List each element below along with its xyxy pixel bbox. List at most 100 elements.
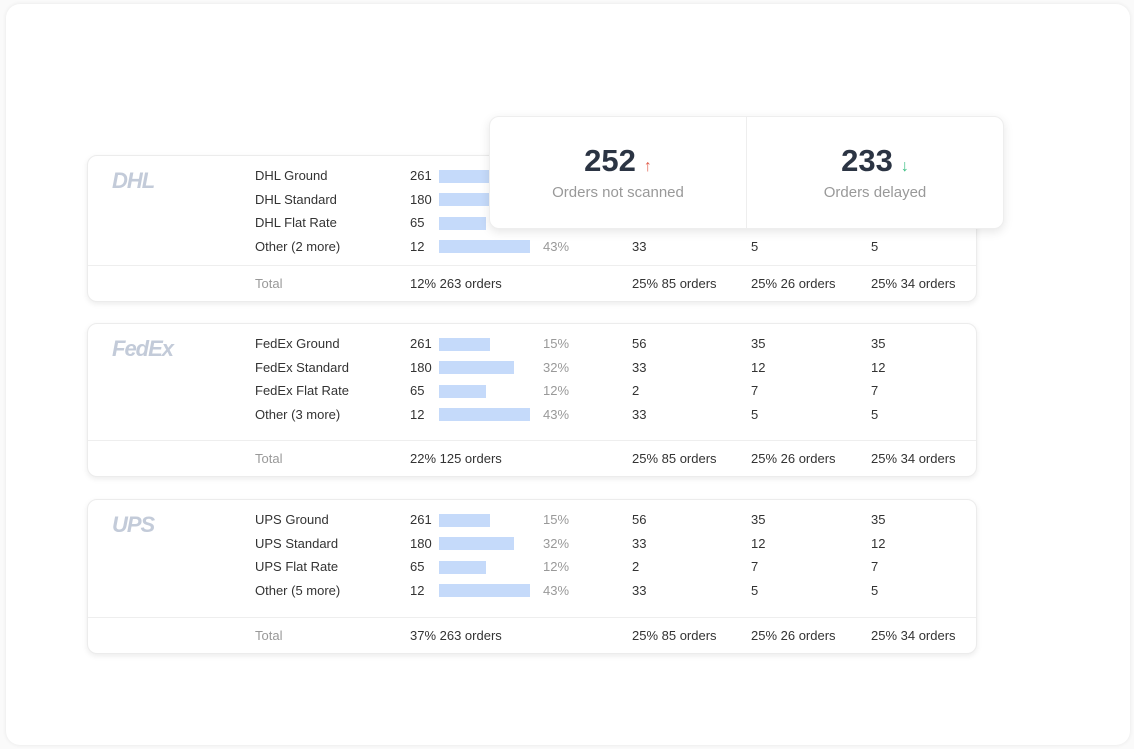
stat-row: 233 ↓ (747, 143, 1003, 179)
share-label: 15% (543, 512, 570, 527)
row-value: 33 (632, 359, 647, 375)
row-count: 261 (410, 168, 432, 183)
row-count: 261 (410, 336, 432, 351)
row-value: 56 (632, 336, 647, 351)
row-value: 7 (871, 383, 879, 398)
row-name: UPS Flat Rate (255, 559, 339, 574)
total-value: 25% 26 orders (751, 451, 836, 466)
share-label: 43% (543, 238, 570, 254)
share-bar (439, 513, 491, 527)
row-value: 7 (751, 383, 759, 398)
share-label: 12% (543, 559, 570, 574)
row-value: 7 (871, 559, 879, 574)
share-bar (439, 408, 531, 421)
row-count: 12 (410, 238, 425, 254)
row-count: 180 (410, 191, 432, 207)
row-value: 5 (871, 238, 879, 254)
share-bar (439, 384, 487, 398)
stat: 252 ↑ Orders not scanned (490, 117, 746, 228)
row-value: 2 (632, 559, 640, 574)
row-count: 12 (410, 582, 425, 598)
share-bar (439, 240, 531, 253)
row-name: FedEx Flat Rate (255, 383, 349, 398)
trend-icon: ↓ (900, 158, 909, 175)
row-count: 180 (410, 359, 432, 375)
share-bar (439, 169, 491, 183)
share-bar (439, 560, 487, 574)
row-count: 12 (410, 406, 425, 422)
total-orders: 12% 263 orders (410, 276, 502, 291)
row-count: 65 (410, 559, 425, 574)
total-label: Total (255, 451, 283, 466)
divider (88, 617, 976, 618)
stat-row: 252 ↑ (490, 143, 746, 179)
row-value: 33 (632, 535, 647, 551)
share-bar (439, 584, 531, 597)
row-count: 261 (410, 512, 432, 527)
row-name: Other (3 more) (255, 406, 341, 422)
stat-value: 233 (841, 143, 893, 178)
row-value: 5 (751, 582, 759, 598)
row-value: 35 (871, 336, 886, 351)
share-label: 12% (543, 383, 570, 398)
stats-card: 252 ↑ Orders not scanned 233 ↓ Orders delayed (489, 116, 1004, 229)
carrier-logo: FedEx (112, 336, 174, 361)
carrier-logo: UPS (112, 512, 155, 537)
row-value: 5 (871, 582, 879, 598)
row-value: 12 (751, 359, 766, 375)
row-value: 7 (751, 559, 759, 574)
stat: 233 ↓ Orders delayed (747, 117, 1003, 228)
row-value: 33 (632, 582, 647, 598)
share-label: 43% (543, 582, 570, 598)
share-bar (439, 361, 515, 374)
row-name: DHL Ground (255, 168, 328, 183)
stat-value: 252 (584, 143, 636, 178)
row-name: DHL Flat Rate (255, 215, 337, 230)
total-value: 25% 34 orders (871, 628, 956, 643)
carrier-card: UPS UPS Ground 261 15% 56 35 35 UPS Standard 180… (87, 499, 977, 654)
row-value: 5 (751, 406, 759, 422)
row-name: DHL Standard (255, 191, 337, 207)
row-value: 33 (632, 406, 647, 422)
row-count: 180 (410, 535, 432, 551)
total-value: 25% 34 orders (871, 276, 956, 291)
row-name: Other (5 more) (255, 582, 341, 598)
row-value: 35 (871, 512, 886, 527)
row-count: 65 (410, 215, 425, 230)
total-orders: 37% 263 orders (410, 628, 502, 643)
stat-label: Orders not scanned (552, 184, 684, 201)
total-value: 25% 85 orders (632, 451, 717, 466)
stat-label: Orders delayed (823, 184, 927, 201)
row-name: FedEx Standard (255, 359, 349, 375)
total-value: 25% 34 orders (871, 451, 956, 466)
row-name: FedEx Ground (255, 336, 340, 351)
share-label: 15% (543, 336, 570, 351)
share-label: 32% (543, 359, 570, 375)
trend-icon: ↑ (643, 158, 652, 175)
share-bar (439, 337, 491, 351)
share-label: 43% (543, 406, 570, 422)
row-value: 12 (751, 535, 766, 551)
divider (88, 265, 976, 266)
row-value: 5 (871, 406, 879, 422)
carrier-logo: DHL (112, 168, 155, 193)
total-orders: 22% 125 orders (410, 451, 502, 466)
row-value: 2 (632, 383, 640, 398)
row-value: 12 (871, 359, 886, 375)
row-value: 56 (632, 512, 647, 527)
total-value: 25% 85 orders (632, 276, 717, 291)
row-count: 65 (410, 383, 425, 398)
row-value: 5 (751, 238, 759, 254)
divider (746, 117, 747, 228)
row-name: UPS Ground (255, 512, 329, 527)
divider (88, 440, 976, 441)
share-bar (439, 537, 515, 550)
total-label: Total (255, 276, 283, 291)
row-value: 12 (871, 535, 886, 551)
share-bar (439, 216, 487, 230)
share-label: 32% (543, 535, 570, 551)
total-value: 25% 85 orders (632, 628, 717, 643)
total-value: 25% 26 orders (751, 628, 836, 643)
row-value: 35 (751, 512, 766, 527)
